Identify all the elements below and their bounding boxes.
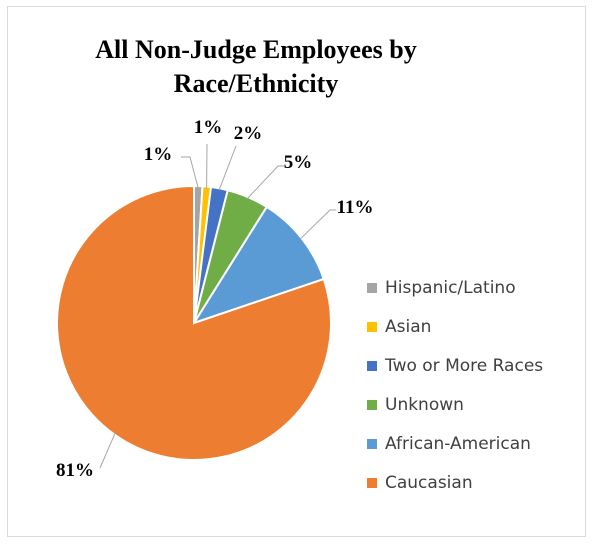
data-label: 5% bbox=[284, 152, 313, 173]
legend-label: Hispanic/Latino bbox=[385, 277, 516, 298]
legend-item: African-American bbox=[367, 424, 587, 463]
legend-item: Unknown bbox=[367, 385, 587, 424]
chart-legend: Hispanic/Latino Asian Two or More Races Unk… bbox=[367, 268, 587, 502]
leader-line bbox=[218, 145, 237, 191]
legend-item: Hispanic/Latino bbox=[367, 268, 587, 307]
legend-swatch bbox=[367, 282, 377, 293]
legend-swatch bbox=[367, 477, 377, 488]
legend-label: Asian bbox=[385, 316, 432, 337]
legend-swatch bbox=[367, 438, 377, 449]
legend-label: African-American bbox=[385, 433, 531, 454]
data-label: 1% bbox=[194, 117, 223, 138]
data-label: 11% bbox=[337, 197, 374, 218]
legend-swatch bbox=[367, 399, 377, 410]
chart-title: All Non-Judge Employees by Race/Ethnicit… bbox=[60, 33, 452, 101]
legend-item: Caucasian bbox=[367, 463, 587, 502]
data-label: 2% bbox=[234, 123, 263, 144]
chart-title-line-1: All Non-Judge Employees by bbox=[95, 35, 417, 64]
leader-line bbox=[299, 209, 336, 240]
legend-item: Asian bbox=[367, 307, 587, 346]
data-label: 81% bbox=[56, 460, 94, 481]
leader-line bbox=[246, 165, 284, 200]
legend-label: Two or More Races bbox=[385, 355, 544, 376]
legend-swatch bbox=[367, 360, 377, 371]
data-label: 1% bbox=[144, 144, 173, 165]
leader-line bbox=[99, 432, 116, 469]
legend-label: Unknown bbox=[385, 394, 464, 415]
legend-label: Caucasian bbox=[385, 472, 473, 493]
chart-title-line-2: Race/Ethnicity bbox=[173, 69, 339, 98]
legend-item: Two or More Races bbox=[367, 346, 587, 385]
legend-swatch bbox=[367, 321, 377, 332]
leader-line bbox=[181, 156, 199, 189]
